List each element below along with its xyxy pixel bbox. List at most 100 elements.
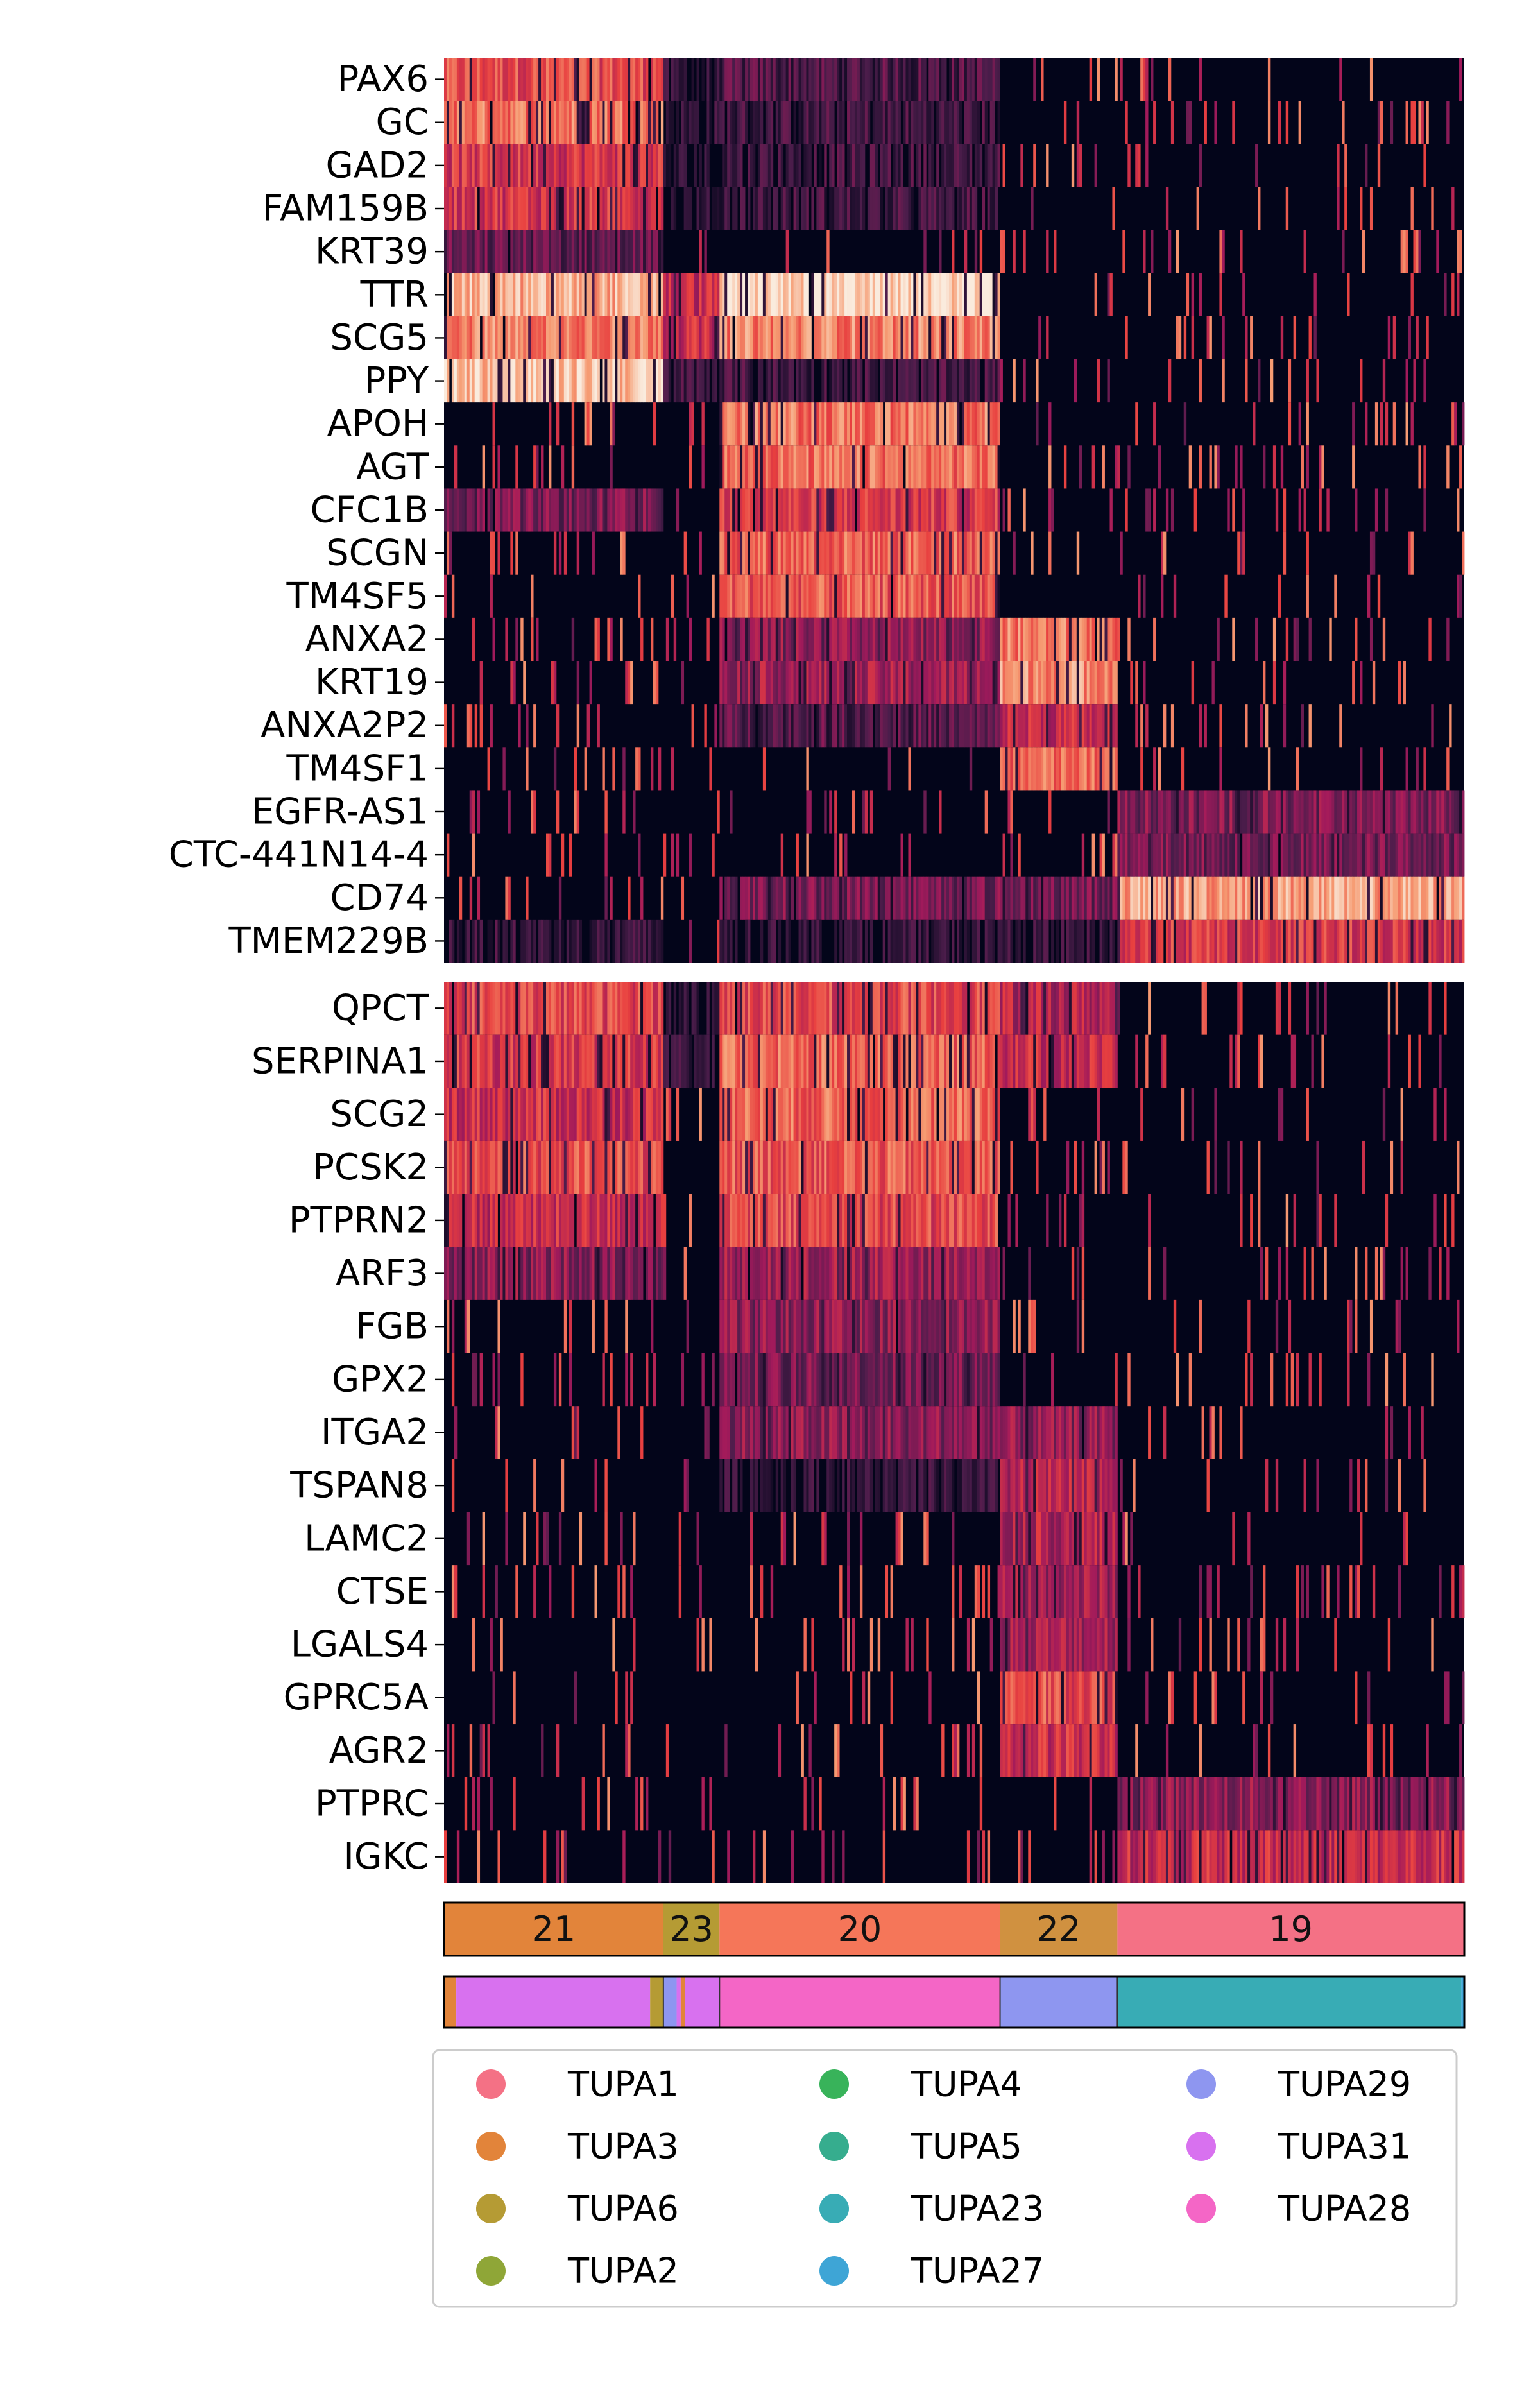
heatmap-cell [798, 488, 801, 532]
heatmap-cell [579, 1088, 583, 1141]
heatmap-cell [944, 704, 947, 748]
heatmap-cell [502, 359, 506, 403]
heatmap-cell [785, 445, 789, 489]
heatmap-cell [515, 316, 518, 359]
heatmap-cell [869, 1140, 873, 1194]
heatmap-cell [558, 876, 562, 920]
heatmap-cell [566, 982, 570, 1035]
heatmap-cell [859, 144, 863, 187]
heatmap-cell [921, 919, 924, 963]
heatmap-cell [974, 876, 978, 920]
heatmap-cell [803, 982, 807, 1035]
heatmap-cell [477, 1088, 481, 1141]
heatmap-cell [597, 919, 600, 963]
heatmap-cell [1074, 919, 1077, 963]
heatmap-cell [1112, 704, 1115, 748]
heatmap-cell [1188, 101, 1192, 144]
heatmap-cell [911, 661, 914, 705]
heatmap-cell [694, 101, 697, 144]
heatmap-cell [502, 230, 506, 273]
heatmap-cell [553, 316, 557, 359]
heatmap-cell [740, 876, 743, 920]
heatmap-cell [977, 316, 980, 359]
heatmap-cell [1362, 876, 1365, 920]
heatmap-cell [663, 316, 667, 359]
heatmap-cell [982, 704, 986, 748]
heatmap-cell [1436, 919, 1439, 963]
heatmap-cell [1066, 747, 1070, 791]
heatmap-cell [1089, 617, 1093, 661]
heatmap-cell [829, 101, 832, 144]
heatmap-cell [801, 402, 804, 446]
heatmap-cell [745, 876, 748, 920]
heatmap-cell [793, 704, 796, 748]
heatmap-cell [1109, 704, 1113, 748]
heatmap-cell [783, 531, 787, 575]
heatmap-cell [665, 982, 669, 1035]
heatmap-cell [809, 617, 812, 661]
heatmap-cell [796, 1088, 799, 1141]
heatmap-cell [814, 58, 817, 101]
heatmap-cell [890, 58, 894, 101]
heatmap-cell [921, 187, 924, 230]
heatmap-cell [1170, 488, 1174, 532]
heatmap-cell [673, 316, 677, 359]
heatmap-cell [854, 617, 858, 661]
heatmap-cell [857, 58, 860, 101]
heatmap-cell [444, 704, 447, 748]
heatmap-cell [1426, 101, 1429, 144]
heatmap-cell [508, 488, 511, 532]
heatmap-cell [487, 919, 490, 963]
heatmap-cell [451, 230, 455, 273]
heatmap-cell [908, 833, 911, 877]
heatmap-cell [548, 1088, 552, 1141]
heatmap-cell [556, 187, 560, 230]
heatmap-cell [944, 273, 947, 316]
heatmap-cell [788, 531, 792, 575]
heatmap-cell [646, 1140, 649, 1194]
heatmap-cell [633, 316, 636, 359]
heatmap-cell [459, 1034, 463, 1088]
heatmap-cell [966, 101, 970, 144]
heatmap-cell [671, 1034, 674, 1088]
heatmap-cell [966, 58, 970, 101]
heatmap-cell [574, 58, 578, 101]
heatmap-cell [479, 187, 483, 230]
heatmap-cell [1255, 144, 1258, 187]
heatmap-cell [956, 661, 960, 705]
heatmap-cell [811, 661, 814, 705]
heatmap-cell [1418, 230, 1421, 273]
heatmap-cell [941, 316, 945, 359]
heatmap-cell [793, 316, 796, 359]
heatmap-cell [1151, 919, 1154, 963]
heatmap-cell [701, 273, 705, 316]
heatmap-cell [1357, 876, 1360, 920]
heatmap-cell [538, 230, 542, 273]
heatmap-cell [752, 316, 756, 359]
heatmap-cell [762, 876, 766, 920]
heatmap-cell [1160, 790, 1164, 834]
heatmap-cell [913, 1140, 916, 1194]
heatmap-cell [801, 58, 804, 101]
heatmap-cell [793, 617, 796, 661]
heatmap-cell [1385, 876, 1389, 920]
heatmap-cell [839, 704, 843, 748]
heatmap-cell [880, 876, 884, 920]
heatmap-cell [579, 316, 583, 359]
heatmap-cell [556, 316, 560, 359]
heatmap-cell [819, 488, 822, 532]
heatmap-cell [900, 58, 903, 101]
heatmap-cell [1316, 982, 1319, 1035]
heatmap-cell [1316, 876, 1319, 920]
heatmap-cell [628, 876, 631, 920]
heatmap-cell [1410, 187, 1414, 230]
heatmap-cell [701, 316, 705, 359]
heatmap-cell [505, 58, 508, 101]
heatmap-cell [620, 144, 623, 187]
heatmap-cell [1387, 316, 1391, 359]
heatmap-cell [974, 617, 978, 661]
heatmap-cell [531, 919, 534, 963]
heatmap-cell [1109, 876, 1113, 920]
heatmap-cell [1038, 316, 1041, 359]
heatmap-cell [515, 144, 518, 187]
